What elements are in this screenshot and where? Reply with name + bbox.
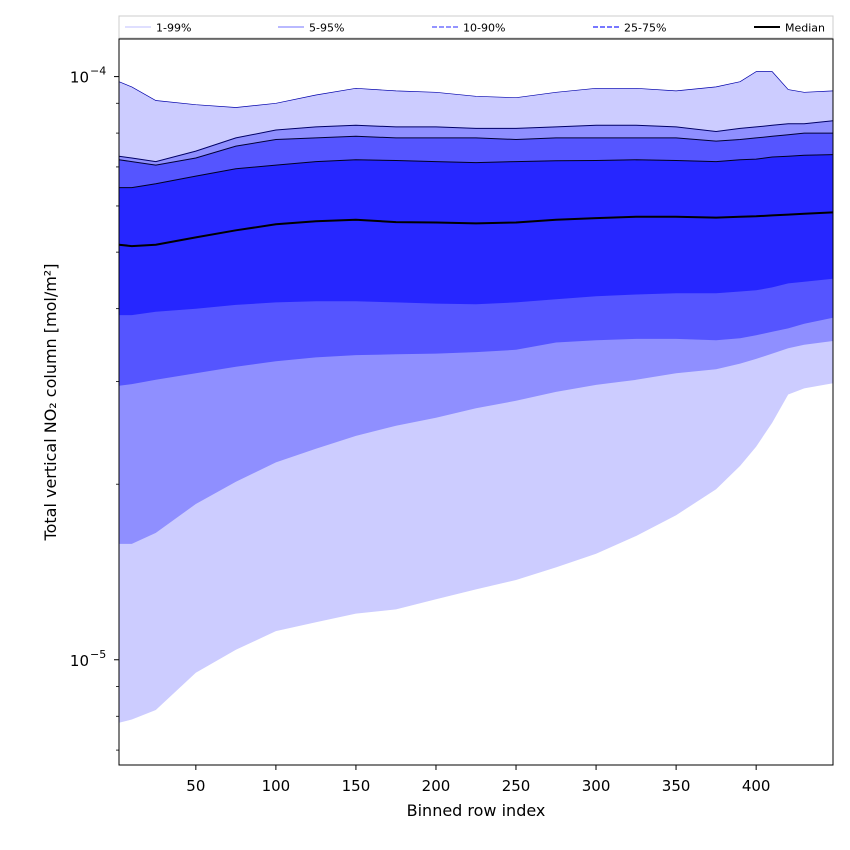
band-25-75%	[119, 154, 833, 316]
plot-frame	[118, 38, 834, 766]
band-upper-edge-5-95%	[118, 120, 834, 163]
y-axis-title: Total vertical NO₂ column [mol/m²]	[41, 264, 60, 542]
y-tick-exponent-0: −5	[90, 648, 106, 661]
legend-label-1-99%: 1-99%	[156, 22, 191, 35]
x-tick-label-300: 300	[582, 777, 611, 795]
x-tick-label-50: 50	[186, 777, 205, 795]
x-tick-label-250: 250	[502, 777, 531, 795]
x-tick-label-200: 200	[422, 777, 451, 795]
y-axis: 10−510−4	[70, 65, 119, 751]
legend-label-5-95%: 5-95%	[309, 22, 344, 35]
band-edges-layer	[118, 71, 834, 189]
band-upper-edge-25-75%	[119, 154, 834, 189]
y-tick-label-0: 10	[70, 652, 89, 670]
legend: 1-99% 5-95% 10-90% 25-75% Median	[118, 15, 834, 39]
band-upper-edge-1-99%	[118, 71, 834, 108]
legend-label-25-75%: 25-75%	[624, 22, 666, 35]
x-axis: 50 100 150 200 250 300 350 400	[186, 765, 770, 795]
x-tick-label-100: 100	[262, 777, 291, 795]
band-upper-edge-10-90%	[118, 132, 833, 166]
y-tick-exponent-1: −4	[90, 65, 106, 78]
median-layer	[118, 211, 834, 248]
median-line	[118, 211, 834, 248]
legend-frame	[118, 15, 834, 39]
x-tick-label-350: 350	[662, 777, 691, 795]
y-tick-label-1: 10	[70, 69, 89, 87]
x-tick-label-400: 400	[742, 777, 771, 795]
legend-label-10-90%: 10-90%	[463, 22, 505, 35]
x-axis-title: Binned row index	[407, 801, 546, 820]
x-tick-label-150: 150	[342, 777, 371, 795]
legend-label-Median: Median	[785, 22, 825, 35]
bands-layer	[119, 71, 833, 723]
